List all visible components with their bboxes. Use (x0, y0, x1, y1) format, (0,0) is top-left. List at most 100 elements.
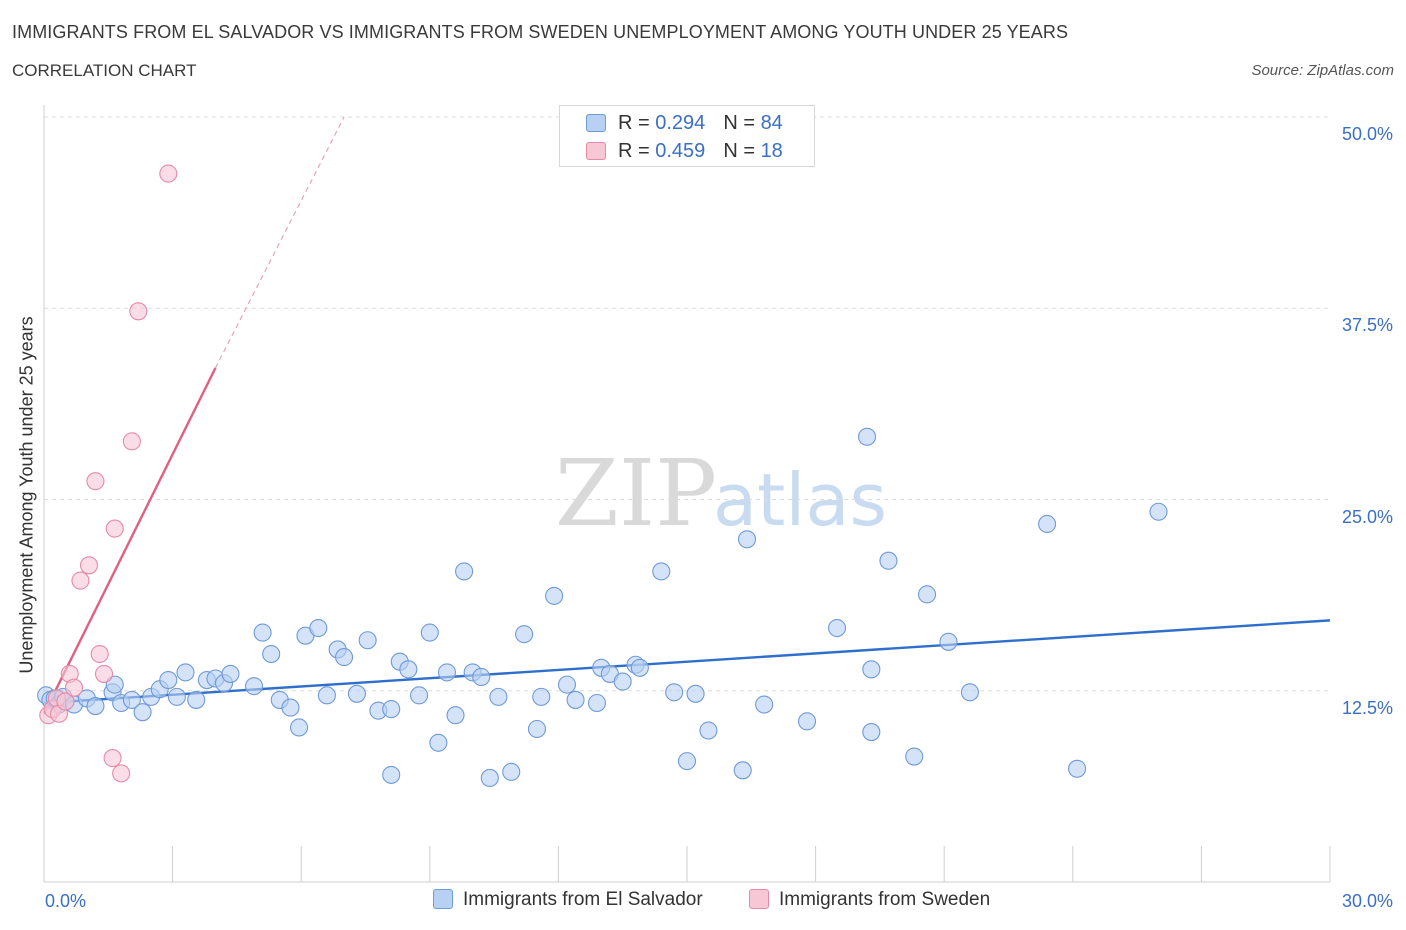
bottom-legend-label: Immigrants from El Salvador (463, 889, 703, 910)
data-point-el-salvador (960, 683, 979, 702)
data-point-el-salvador (290, 718, 309, 737)
data-point-el-salvador (86, 696, 105, 716)
legend-swatch-blue (586, 114, 606, 132)
y-tick-label: 37.5% (1341, 315, 1393, 336)
data-point-sweden (86, 472, 105, 491)
data-point-el-salvador (862, 723, 881, 742)
data-point-el-salvador (410, 686, 429, 705)
data-point-el-salvador (159, 670, 178, 690)
chart-subtitle: CORRELATION CHART (12, 61, 197, 80)
data-point-el-salvador (347, 684, 366, 703)
data-point-el-salvador (587, 693, 607, 713)
data-point-sweden (79, 556, 99, 575)
data-point-sweden (71, 571, 90, 590)
data-point-sweden (94, 664, 114, 683)
data-point-el-salvador (686, 684, 705, 703)
x-tick-label-max: 30.0% (1341, 891, 1393, 911)
data-point-el-salvador (253, 623, 272, 642)
legend-r-value: 0.459 (655, 140, 706, 162)
legend-n-value: 84 (760, 112, 783, 134)
bottom-legend-sweden: Immigrants from Sweden (749, 889, 990, 911)
axes (43, 105, 1331, 883)
data-point-el-salvador (532, 687, 551, 706)
data-point-el-salvador (221, 664, 240, 683)
data-point-el-salvador (489, 687, 508, 706)
data-point-sweden (90, 644, 109, 664)
legend-r-label: R = (618, 112, 656, 134)
x-tick-label-min: 0.0% (45, 891, 87, 911)
bottom-legend-label: Immigrants from Sweden (779, 889, 991, 910)
data-point-sweden (122, 432, 141, 451)
data-point-el-salvador (665, 683, 684, 702)
y-tick-label: 50.0% (1341, 124, 1393, 144)
data-point-sweden (103, 749, 122, 768)
data-point-el-salvador (358, 631, 377, 650)
source-label: Source: ZipAtlas.com (1251, 62, 1394, 79)
data-point-el-salvador (187, 690, 206, 709)
data-point-el-salvador (455, 562, 474, 581)
grid-lines (44, 116, 1330, 692)
correlation-legend: R = 0.294 N = 84 R = 0.459 N = 18 (559, 105, 815, 167)
trend-lines (42, 116, 1331, 715)
bottom-legend-swatch-pink (749, 889, 769, 909)
data-point-el-salvador (420, 623, 439, 642)
watermark-zip: ZIP (555, 440, 717, 547)
y-tick-label: 25.0% (1341, 506, 1393, 527)
data-point-sweden (64, 678, 84, 697)
data-point-el-salvador (480, 768, 499, 788)
data-point-el-salvador (317, 686, 336, 705)
data-point-el-salvador (244, 677, 264, 696)
data-point-el-salvador (437, 663, 456, 682)
legend-n-value: 18 (760, 140, 783, 162)
data-point-el-salvador (382, 700, 401, 719)
data-point-sweden (105, 519, 124, 538)
y-axis-label: Unemployment Among Youth under 25 years (16, 316, 37, 674)
data-point-el-salvador (446, 706, 465, 725)
data-point-sweden (112, 764, 131, 783)
data-point-el-salvador (905, 747, 924, 766)
data-point-el-salvador (399, 660, 418, 679)
data-point-el-salvador (262, 644, 281, 664)
data-point-el-salvador (566, 690, 585, 709)
data-point-el-salvador (879, 551, 898, 570)
data-point-el-salvador (382, 765, 401, 784)
data-point-el-salvador (1149, 502, 1168, 521)
legend-row-sweden: R = 0.459 N = 18 (586, 140, 783, 164)
legend-n-label: N = (723, 140, 761, 162)
data-points (37, 164, 1168, 788)
data-point-el-salvador (733, 761, 752, 780)
data-point-el-salvador (827, 618, 847, 638)
trend-line-extension (214, 116, 345, 369)
data-point-el-salvador (1068, 759, 1087, 778)
bottom-legend-swatch-blue (433, 889, 453, 909)
trend-line (42, 367, 217, 715)
data-point-el-salvador (335, 648, 354, 667)
bottom-legend-el-salvador: Immigrants from El Salvador (433, 889, 703, 911)
data-point-el-salvador (545, 586, 564, 605)
data-point-el-salvador (737, 530, 757, 549)
data-point-el-salvador (652, 562, 671, 581)
data-point-el-salvador (557, 675, 577, 694)
data-point-el-salvador (281, 698, 300, 717)
legend-r-label: R = (618, 140, 656, 162)
data-point-el-salvador (472, 667, 491, 687)
data-point-el-salvador (105, 675, 124, 694)
data-point-el-salvador (176, 663, 195, 682)
data-point-el-salvador (167, 687, 186, 706)
data-point-el-salvador (502, 762, 521, 781)
data-point-el-salvador (1038, 514, 1057, 534)
data-point-el-salvador (797, 712, 817, 731)
legend-swatch-pink (586, 142, 606, 160)
data-point-sweden (56, 692, 75, 711)
data-point-el-salvador (515, 625, 534, 644)
data-point-el-salvador (122, 690, 141, 709)
data-point-el-salvador (677, 752, 697, 771)
data-point-el-salvador (527, 719, 547, 739)
y-tick-label: 12.5% (1341, 697, 1393, 718)
data-point-el-salvador (133, 703, 152, 722)
data-point-el-salvador (857, 427, 877, 446)
legend-row-el-salvador: R = 0.294 N = 84 (586, 112, 783, 136)
data-point-sweden (159, 164, 178, 183)
data-point-el-salvador (918, 585, 937, 604)
